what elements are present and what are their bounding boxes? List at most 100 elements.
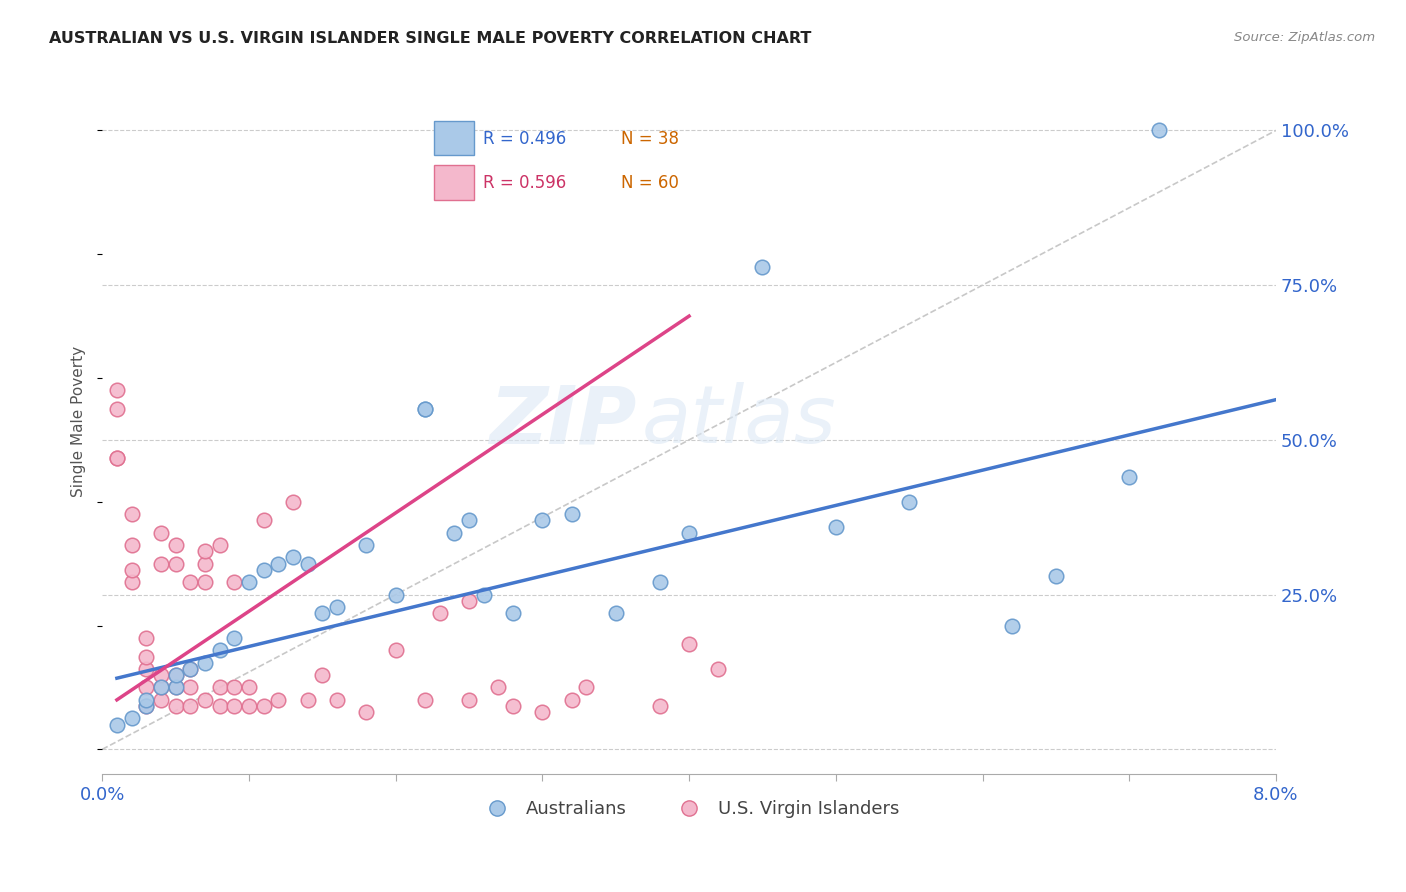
Point	[135, 699, 157, 714]
Point	[165, 681, 187, 695]
Point	[1001, 618, 1024, 632]
Point	[429, 606, 451, 620]
Point	[165, 668, 187, 682]
Point	[502, 606, 524, 620]
Point	[707, 662, 730, 676]
Point	[297, 557, 319, 571]
Point	[194, 575, 217, 590]
Point	[297, 693, 319, 707]
Point	[194, 557, 217, 571]
Point	[179, 681, 201, 695]
Point	[135, 699, 157, 714]
Point	[238, 575, 260, 590]
Point	[149, 681, 172, 695]
Point	[165, 681, 187, 695]
Point	[326, 600, 349, 615]
Point	[135, 662, 157, 676]
Point	[179, 662, 201, 676]
Point	[281, 495, 304, 509]
Point	[281, 550, 304, 565]
Point	[105, 384, 128, 398]
Point	[252, 699, 274, 714]
Point	[458, 693, 481, 707]
Point	[898, 495, 921, 509]
Point	[384, 588, 406, 602]
Point	[413, 401, 436, 416]
Point	[413, 401, 436, 416]
Point	[561, 507, 583, 521]
Point	[384, 643, 406, 657]
Point	[678, 525, 700, 540]
Point	[311, 668, 333, 682]
Point	[224, 631, 246, 645]
Point	[135, 681, 157, 695]
Point	[648, 699, 671, 714]
Point	[238, 699, 260, 714]
Point	[208, 538, 231, 552]
Point	[149, 693, 172, 707]
Point	[356, 705, 378, 719]
Point	[502, 699, 524, 714]
Point	[208, 643, 231, 657]
Point	[121, 563, 143, 577]
Point	[413, 693, 436, 707]
Legend: Australians, U.S. Virgin Islanders: Australians, U.S. Virgin Islanders	[471, 793, 907, 825]
Point	[165, 699, 187, 714]
Point	[458, 594, 481, 608]
Point	[326, 693, 349, 707]
Text: atlas: atlas	[643, 383, 837, 460]
Point	[561, 693, 583, 707]
Point	[458, 513, 481, 527]
Point	[208, 681, 231, 695]
Point	[486, 681, 509, 695]
Point	[267, 693, 290, 707]
Point	[105, 717, 128, 731]
Point	[121, 538, 143, 552]
Point	[356, 538, 378, 552]
Point	[648, 575, 671, 590]
Point	[179, 699, 201, 714]
Point	[224, 699, 246, 714]
Point	[149, 681, 172, 695]
Point	[443, 525, 465, 540]
Point	[165, 557, 187, 571]
Point	[165, 538, 187, 552]
Point	[531, 705, 554, 719]
Point	[105, 451, 128, 466]
Point	[135, 693, 157, 707]
Point	[224, 681, 246, 695]
Text: AUSTRALIAN VS U.S. VIRGIN ISLANDER SINGLE MALE POVERTY CORRELATION CHART: AUSTRALIAN VS U.S. VIRGIN ISLANDER SINGL…	[49, 31, 811, 46]
Text: ZIP: ZIP	[489, 383, 637, 460]
Point	[149, 668, 172, 682]
Point	[194, 693, 217, 707]
Point	[135, 631, 157, 645]
Point	[149, 525, 172, 540]
Point	[105, 401, 128, 416]
Point	[165, 668, 187, 682]
Y-axis label: Single Male Poverty: Single Male Poverty	[72, 346, 86, 497]
Point	[1045, 569, 1067, 583]
Point	[252, 563, 274, 577]
Point	[135, 649, 157, 664]
Point	[121, 711, 143, 725]
Point	[121, 575, 143, 590]
Point	[224, 575, 246, 590]
Point	[121, 507, 143, 521]
Point	[194, 544, 217, 558]
Point	[678, 637, 700, 651]
Point	[472, 588, 495, 602]
Point	[311, 606, 333, 620]
Point	[531, 513, 554, 527]
Point	[179, 662, 201, 676]
Point	[238, 681, 260, 695]
Point	[605, 606, 627, 620]
Point	[1147, 123, 1170, 137]
Point	[149, 557, 172, 571]
Point	[179, 575, 201, 590]
Point	[105, 451, 128, 466]
Point	[252, 513, 274, 527]
Text: Source: ZipAtlas.com: Source: ZipAtlas.com	[1234, 31, 1375, 45]
Point	[751, 260, 773, 274]
Point	[267, 557, 290, 571]
Point	[575, 681, 598, 695]
